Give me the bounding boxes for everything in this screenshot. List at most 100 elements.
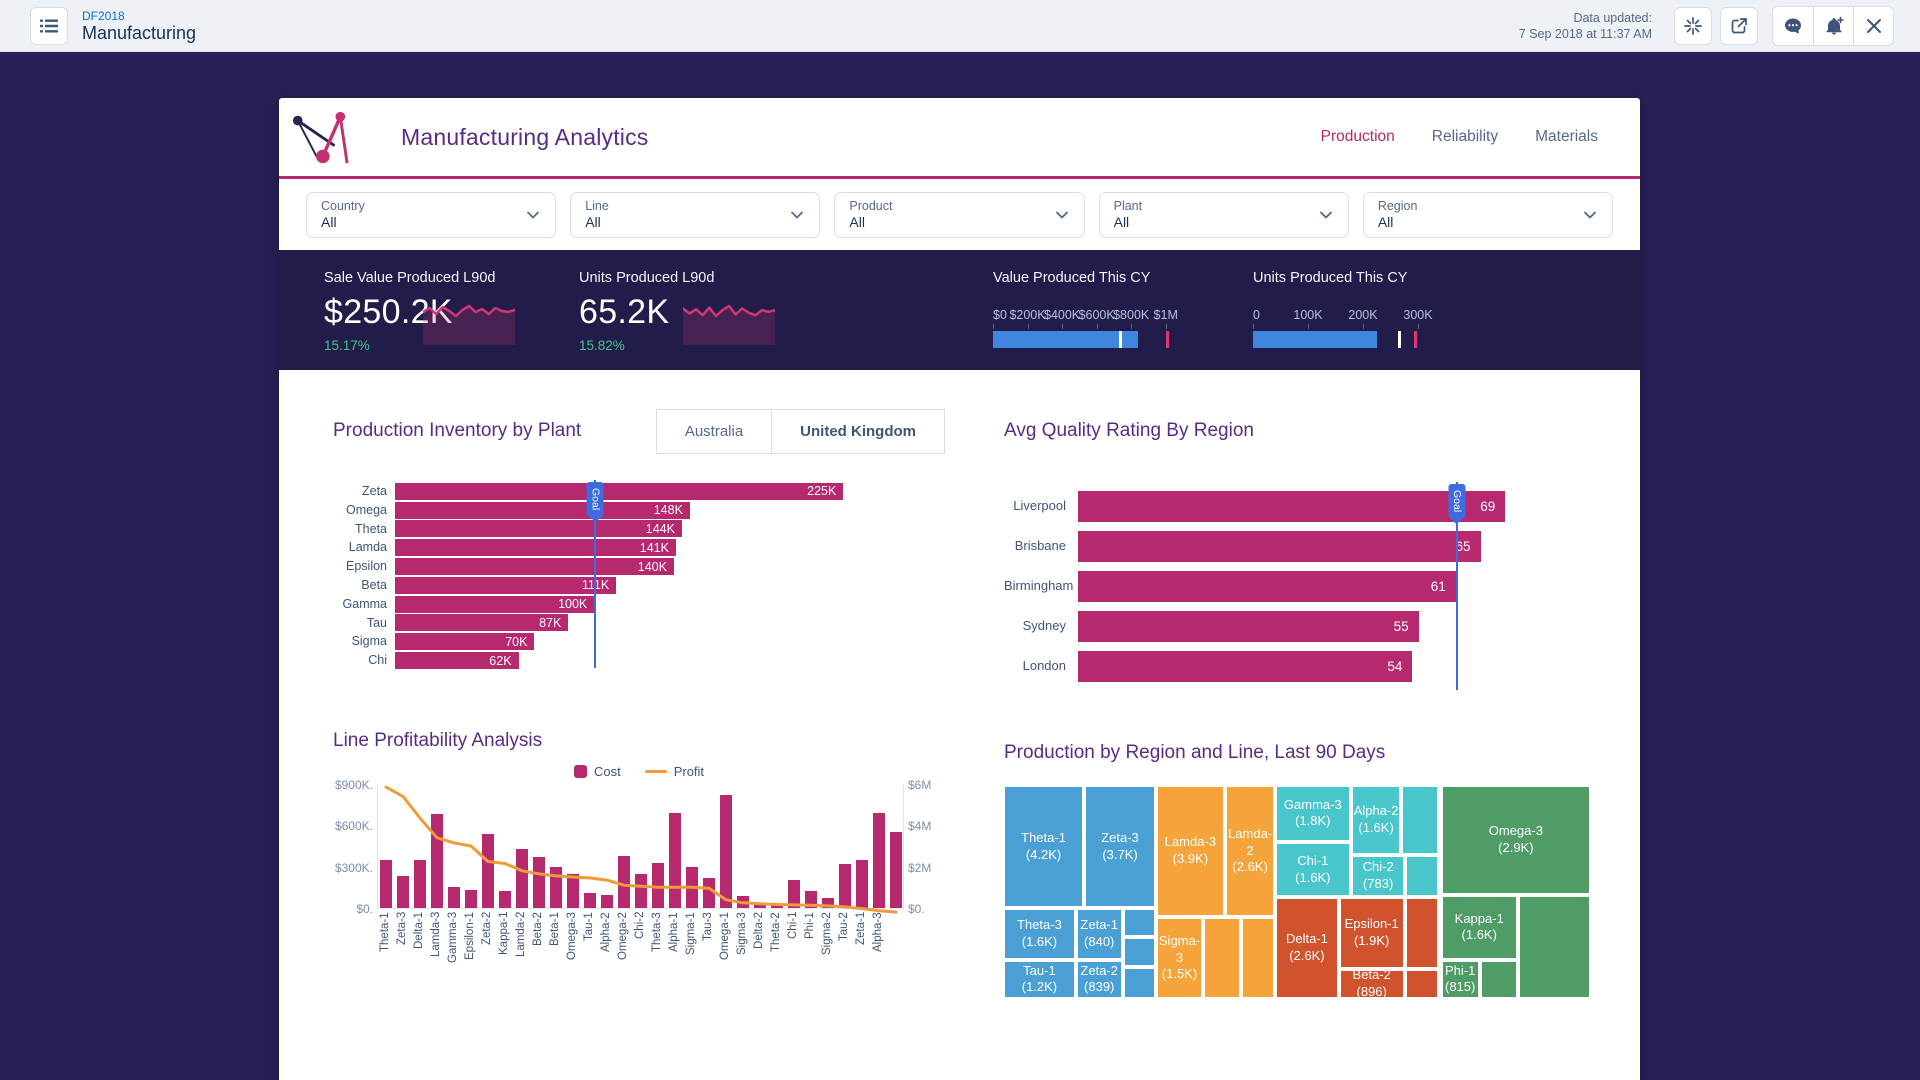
filter-region[interactable]: Region All bbox=[1362, 192, 1614, 238]
treemap-cell[interactable] bbox=[1241, 918, 1275, 998]
toggle-australia[interactable]: Australia bbox=[655, 408, 773, 454]
cost-bar[interactable] bbox=[448, 886, 460, 908]
nav-item-materials[interactable]: Materials bbox=[1535, 128, 1598, 145]
cost-bar[interactable] bbox=[754, 903, 766, 908]
profitability-combo-chart: Cost Profit $900K. $600K. $300K. $0. $6M $4M $2M… bbox=[333, 764, 945, 998]
cost-bar[interactable] bbox=[856, 860, 868, 908]
cost-bar[interactable] bbox=[669, 812, 681, 908]
treemap-cell[interactable] bbox=[1519, 896, 1590, 998]
treemap-cell-zeta-2[interactable]: Zeta-2 (839) bbox=[1076, 960, 1122, 998]
treemap-cell-chi-2[interactable]: Chi-2 (783) bbox=[1352, 855, 1405, 897]
nav-item-production[interactable]: Production bbox=[1320, 128, 1395, 145]
treemap-cell[interactable] bbox=[1481, 960, 1517, 998]
bar-chi[interactable]: 62K bbox=[395, 652, 519, 670]
bar-london[interactable]: 54 bbox=[1078, 650, 1413, 682]
treemap-cell-alpha-2[interactable]: Alpha-2 (1.6K) bbox=[1352, 786, 1401, 855]
cost-bar[interactable] bbox=[890, 832, 902, 908]
treemap-cell-theta-1[interactable]: Theta-1 (4.2K) bbox=[1004, 786, 1084, 908]
x-axis-label: Beta-2 bbox=[532, 911, 544, 946]
einstein-button[interactable] bbox=[1674, 6, 1712, 45]
bar-lamda[interactable]: 141K bbox=[395, 539, 676, 557]
cost-bar[interactable] bbox=[499, 890, 511, 908]
bar-sydney[interactable]: 55 bbox=[1078, 610, 1419, 642]
treemap-cell-beta-2[interactable]: Beta-2 (896) bbox=[1339, 970, 1404, 998]
cost-bar[interactable] bbox=[516, 849, 528, 908]
treemap-cell-lamda-3[interactable]: Lamda-3 (3.9K) bbox=[1156, 786, 1224, 916]
bar-sigma[interactable]: 70K bbox=[395, 633, 535, 651]
bar-zeta[interactable]: 225K bbox=[395, 482, 844, 500]
close-button[interactable] bbox=[1853, 6, 1893, 45]
treemap-cell-phi-1[interactable]: Phi-1 (815) bbox=[1441, 960, 1479, 998]
treemap-cell-sigma-3[interactable]: Sigma-3 (1.5K) bbox=[1156, 918, 1203, 998]
treemap-cell-omega-3[interactable]: Omega-3 (2.9K) bbox=[1441, 786, 1590, 894]
cost-bar[interactable] bbox=[788, 879, 800, 908]
x-axis-label: Tau-3 bbox=[702, 911, 714, 941]
cost-bar[interactable] bbox=[533, 857, 545, 908]
x-axis-label: Delta-2 bbox=[753, 911, 765, 950]
filter-plant[interactable]: Plant All bbox=[1098, 192, 1349, 238]
gauge-tick-label: $1M bbox=[1153, 308, 1178, 322]
dashboard-list-button[interactable] bbox=[30, 6, 68, 45]
chat-button[interactable] bbox=[1773, 7, 1813, 45]
treemap-cell-kappa-1[interactable]: Kappa-1 (1.6K) bbox=[1441, 896, 1517, 959]
cost-bar[interactable] bbox=[720, 795, 732, 908]
treemap-cell-theta-3[interactable]: Theta-3 (1.6K) bbox=[1004, 908, 1075, 959]
treemap-cell[interactable] bbox=[1124, 967, 1156, 998]
notifications-button[interactable] bbox=[1813, 6, 1853, 45]
kpi-bullet-gauge: $0 $200K $400K $600K $800K $1M bbox=[993, 308, 1183, 348]
bar-liverpool[interactable]: 69 bbox=[1078, 490, 1506, 522]
treemap-cell[interactable] bbox=[1405, 855, 1439, 897]
cost-bar[interactable] bbox=[618, 855, 630, 908]
cost-bar[interactable] bbox=[873, 812, 885, 908]
bar-beta[interactable]: 111K bbox=[395, 576, 617, 594]
treemap-cell[interactable] bbox=[1203, 918, 1240, 998]
nav-item-reliability[interactable]: Reliability bbox=[1431, 128, 1499, 145]
cost-bar[interactable] bbox=[703, 877, 715, 908]
share-button[interactable] bbox=[1720, 6, 1758, 45]
treemap-cell-zeta-1[interactable]: Zeta-1 (840) bbox=[1076, 908, 1122, 959]
treemap-cell[interactable] bbox=[1405, 970, 1439, 998]
collection-label[interactable]: DF2018 bbox=[82, 8, 125, 23]
x-axis-label: Phi-1 bbox=[804, 911, 816, 939]
cost-bar[interactable] bbox=[635, 873, 647, 908]
filter-country[interactable]: Country All bbox=[306, 192, 557, 238]
cost-bar[interactable] bbox=[567, 874, 579, 908]
treemap-cell-epsilon-1[interactable]: Epsilon-1 (1.9K) bbox=[1339, 897, 1404, 968]
toggle-united-kingdom[interactable]: United Kingdom bbox=[772, 408, 945, 454]
treemap-cell[interactable] bbox=[1401, 786, 1438, 855]
treemap-cell[interactable] bbox=[1124, 938, 1156, 966]
cost-bar[interactable] bbox=[822, 898, 834, 908]
cost-bar[interactable] bbox=[397, 875, 409, 908]
treemap-cell-name: Lamda-2 bbox=[1228, 825, 1273, 858]
treemap-cell[interactable] bbox=[1405, 897, 1439, 968]
category-label: Omega bbox=[346, 502, 387, 517]
cost-bar[interactable] bbox=[380, 859, 392, 908]
treemap-cell-tau-1[interactable]: Tau-1 (1.2K) bbox=[1004, 960, 1075, 998]
treemap-cell-delta-1[interactable]: Delta-1 (2.6K) bbox=[1275, 897, 1338, 998]
treemap-cell-value: (896) bbox=[1356, 984, 1387, 998]
goal-flag: Goal bbox=[586, 482, 604, 516]
treemap-cell-gamma-3[interactable]: Gamma-3 (1.8K) bbox=[1275, 786, 1350, 841]
cost-bar[interactable] bbox=[652, 862, 664, 908]
cost-bar[interactable] bbox=[839, 863, 851, 908]
treemap-cell-zeta-3[interactable]: Zeta-3 (3.7K) bbox=[1084, 786, 1156, 908]
bar-gamma[interactable]: 100K bbox=[395, 595, 595, 613]
bar-brisbane[interactable]: 65 bbox=[1078, 530, 1481, 562]
bar-tau[interactable]: 87K bbox=[395, 614, 569, 632]
bar-omega[interactable]: 148K bbox=[395, 501, 690, 519]
cost-bar[interactable] bbox=[584, 892, 596, 908]
treemap-cell-name: Kappa-1 bbox=[1454, 910, 1504, 926]
bar-category-labels: Liverpool Brisbane Birmingham Sydney London bbox=[1004, 486, 1078, 686]
treemap-cell-chi-1[interactable]: Chi-1 (1.6K) bbox=[1275, 843, 1350, 897]
bar-theta[interactable]: 144K bbox=[395, 520, 682, 538]
treemap-cell-lamda-2[interactable]: Lamda-2 (2.6K) bbox=[1226, 786, 1275, 916]
cost-bar[interactable] bbox=[465, 890, 477, 908]
bar-birmingham[interactable]: 61 bbox=[1078, 570, 1456, 602]
cost-bar[interactable] bbox=[601, 894, 613, 908]
filter-product[interactable]: Product All bbox=[834, 192, 1085, 238]
cost-bar[interactable] bbox=[482, 833, 494, 908]
bar-epsilon[interactable]: 140K bbox=[395, 558, 674, 576]
treemap-cell[interactable] bbox=[1124, 908, 1156, 936]
cost-bar[interactable] bbox=[414, 860, 426, 908]
filter-line[interactable]: Line All bbox=[570, 192, 821, 238]
